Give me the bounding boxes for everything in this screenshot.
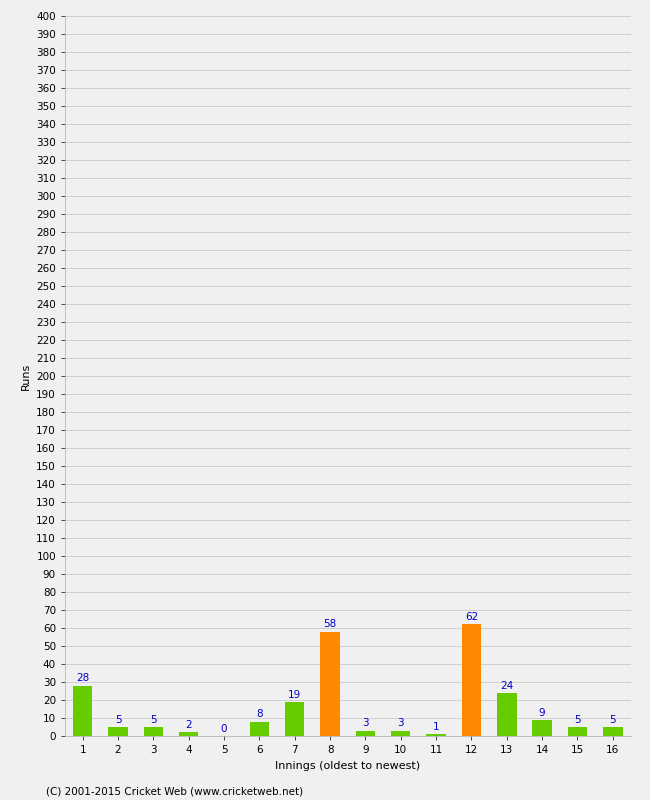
Bar xyxy=(109,727,128,736)
Bar xyxy=(426,734,446,736)
Bar xyxy=(603,727,623,736)
Text: 5: 5 xyxy=(114,715,122,725)
Y-axis label: Runs: Runs xyxy=(21,362,31,390)
Text: (C) 2001-2015 Cricket Web (www.cricketweb.net): (C) 2001-2015 Cricket Web (www.cricketwe… xyxy=(46,786,303,796)
Bar xyxy=(285,702,304,736)
Bar xyxy=(391,730,411,736)
Text: 28: 28 xyxy=(76,674,89,683)
Bar xyxy=(250,722,269,736)
Text: 5: 5 xyxy=(150,715,157,725)
Text: 3: 3 xyxy=(397,718,404,729)
Bar xyxy=(567,727,587,736)
Bar xyxy=(320,632,340,736)
Text: 19: 19 xyxy=(288,690,302,700)
Text: 0: 0 xyxy=(221,724,228,734)
Text: 5: 5 xyxy=(610,715,616,725)
X-axis label: Innings (oldest to newest): Innings (oldest to newest) xyxy=(275,761,421,770)
Text: 3: 3 xyxy=(362,718,369,729)
Text: 8: 8 xyxy=(256,710,263,719)
Bar xyxy=(356,730,375,736)
Bar xyxy=(144,727,163,736)
Bar xyxy=(73,686,92,736)
Text: 1: 1 xyxy=(433,722,439,732)
Text: 2: 2 xyxy=(185,720,192,730)
Bar xyxy=(497,693,517,736)
Text: 58: 58 xyxy=(324,619,337,630)
Text: 24: 24 xyxy=(500,681,514,690)
Text: 9: 9 xyxy=(539,708,545,718)
Text: 62: 62 xyxy=(465,612,478,622)
Bar xyxy=(179,733,198,736)
Bar xyxy=(462,624,481,736)
Bar xyxy=(532,720,552,736)
Text: 5: 5 xyxy=(574,715,581,725)
